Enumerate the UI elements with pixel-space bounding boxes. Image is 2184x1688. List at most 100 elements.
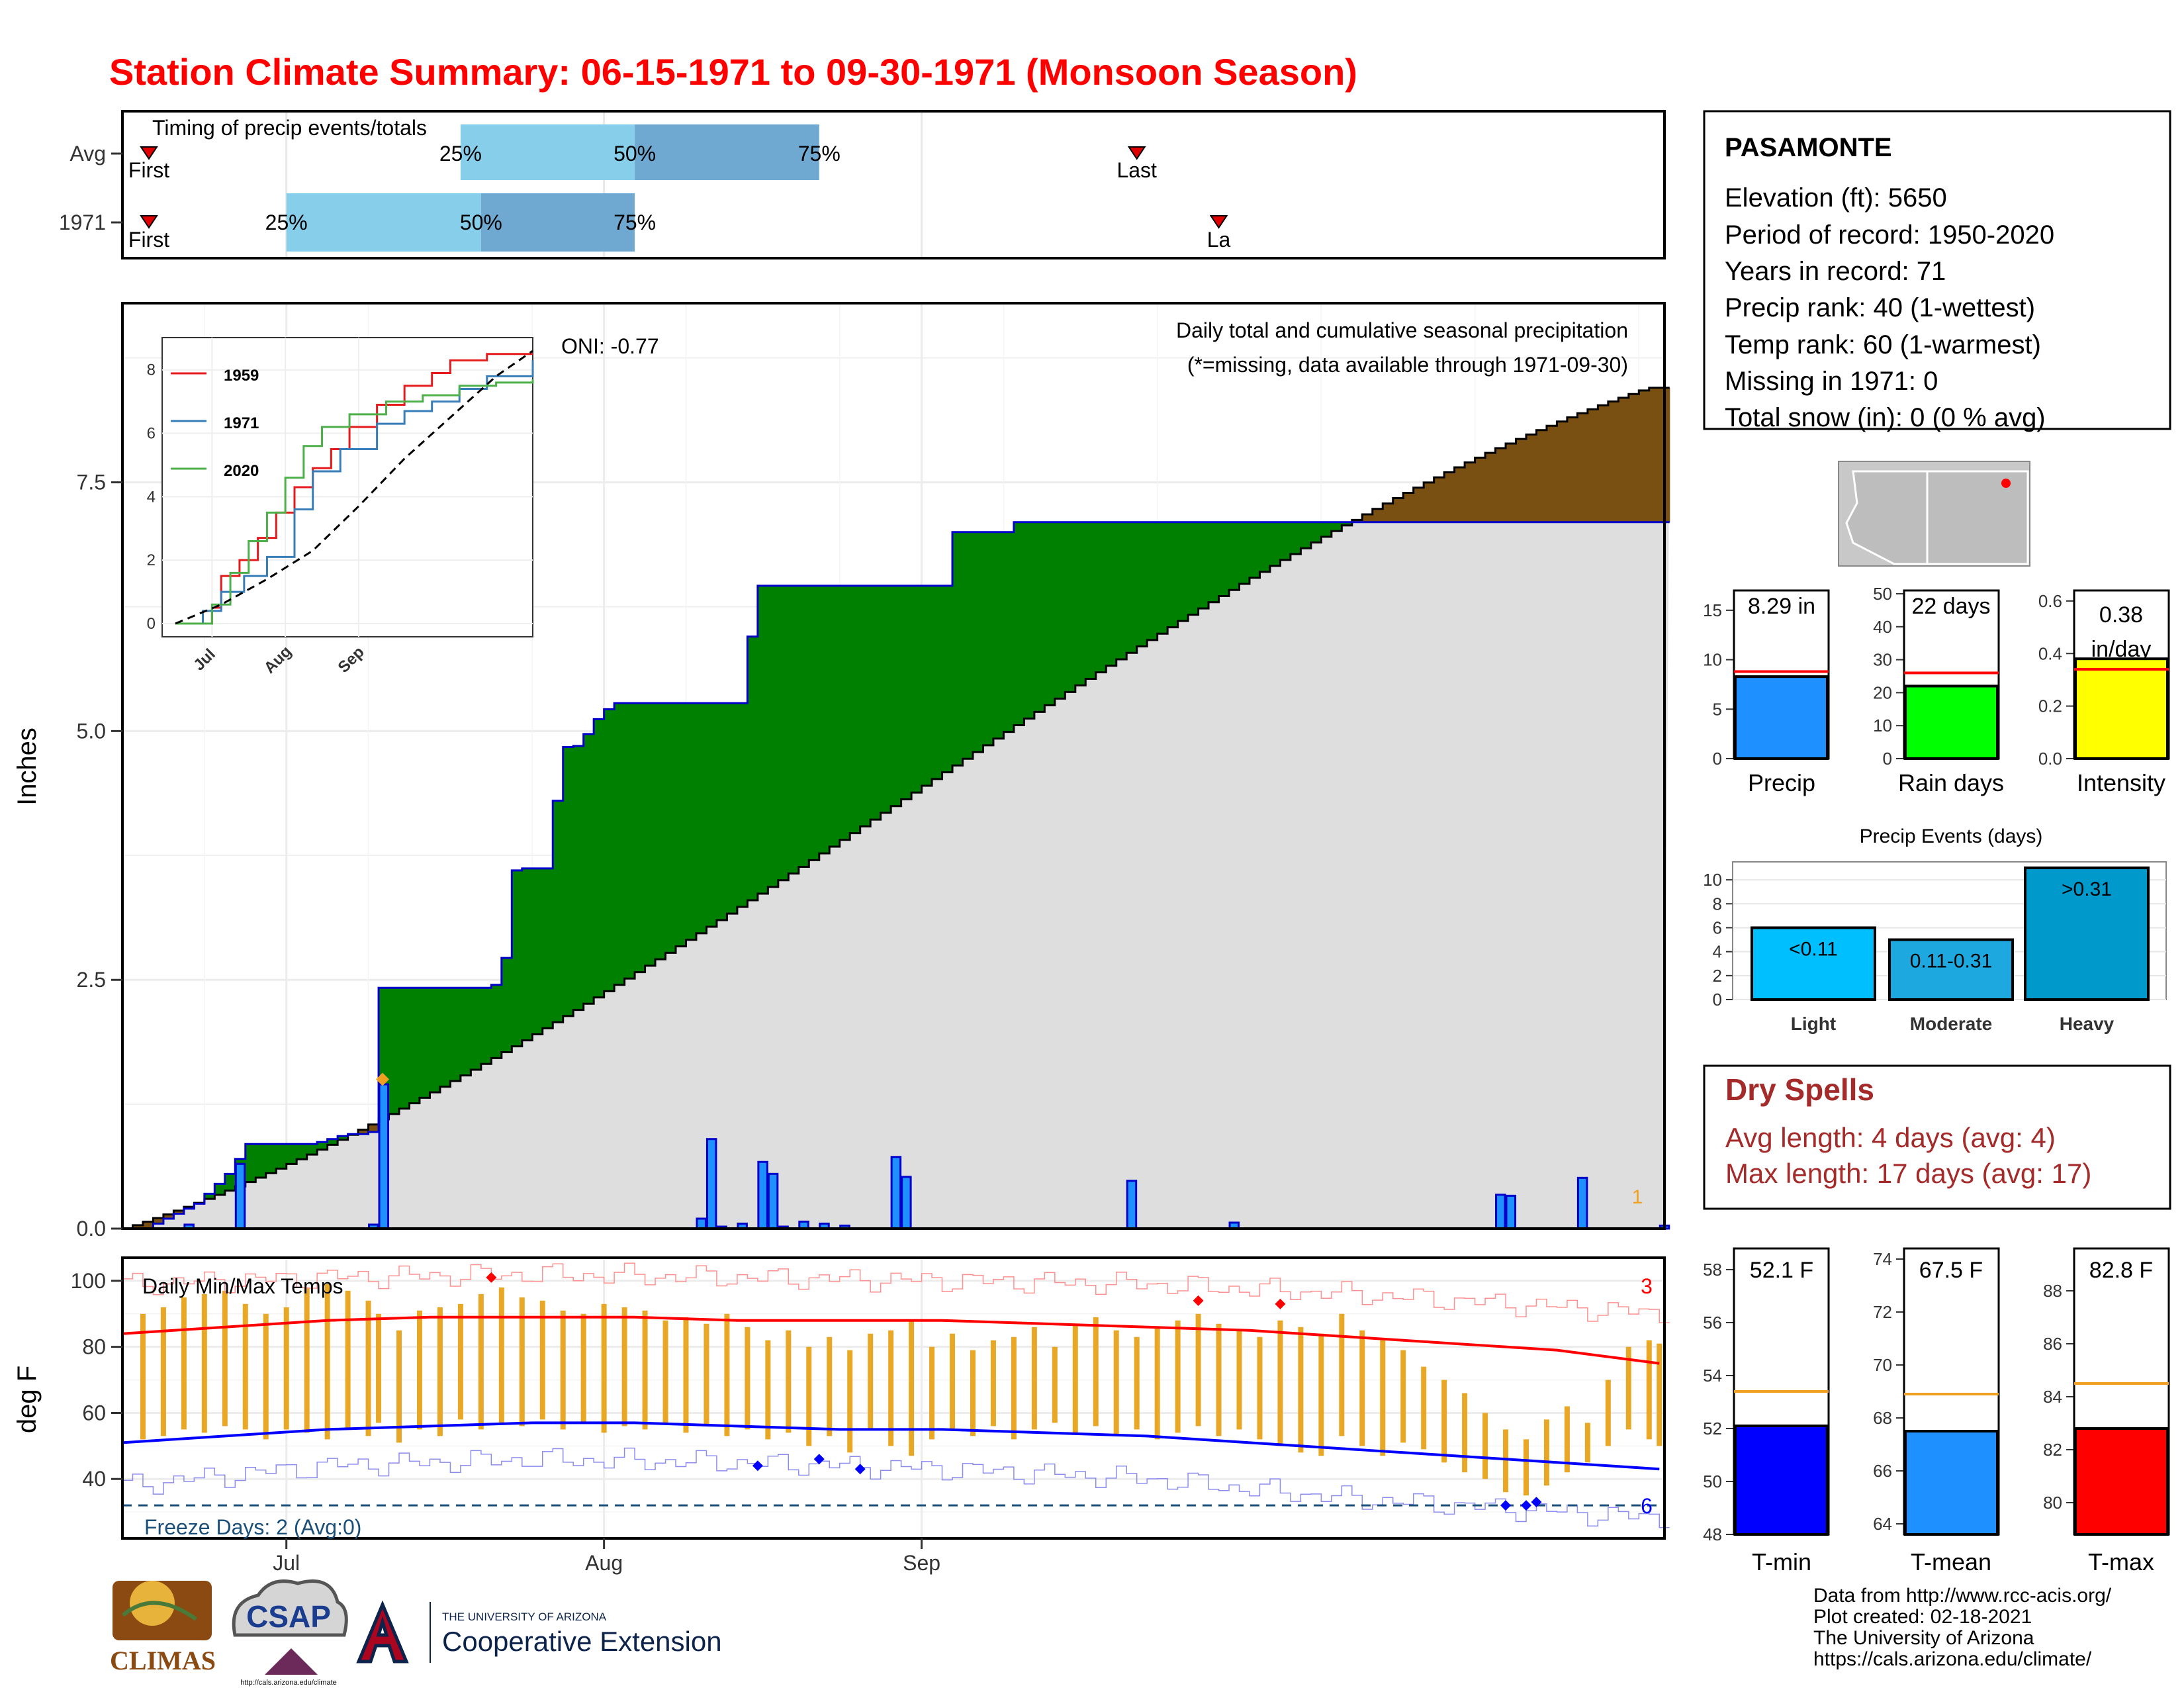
drier-than-normal-band bbox=[1608, 401, 1619, 522]
cumulative-y-axis-label: Inches bbox=[13, 727, 42, 806]
wetter-than-normal-band bbox=[1126, 522, 1138, 653]
wetter-than-normal-band bbox=[686, 703, 697, 940]
station-info-box: PASAMONTE Elevation (ft): 5650 Period of… bbox=[1703, 110, 2171, 432]
record-high-line bbox=[122, 1262, 1670, 1324]
daily-temp-range-bar bbox=[1584, 1423, 1590, 1463]
mini-y-tick-label: 74 bbox=[1873, 1249, 1892, 1269]
daily-precip-bar bbox=[378, 1083, 390, 1230]
temperature-y-axis: 40 60 80 100 bbox=[71, 1269, 122, 1491]
mini-value-bar-intensity bbox=[2074, 657, 2169, 760]
wetter-than-normal-band bbox=[1280, 522, 1291, 560]
cumulative-subtitle: (*=missing, data available through 1971-… bbox=[1187, 353, 1628, 377]
wetter-than-normal-band bbox=[1136, 522, 1148, 647]
csap-logo: CSAP http://cals.arizona.edu/climate bbox=[232, 1579, 348, 1687]
station-snow: Total snow (in): 0 (0 % avg) bbox=[1725, 403, 2046, 432]
mini-value-bar-tmax bbox=[2074, 1427, 2169, 1536]
mini-y-tick-label: 0.4 bbox=[2038, 643, 2062, 663]
timing-row-label-avg: Avg bbox=[69, 142, 106, 165]
daily-temp-range-bar bbox=[909, 1320, 915, 1456]
csap-logo-text: CSAP bbox=[246, 1599, 331, 1634]
dry-spells-avg-length: Avg length: 4 days (avg: 4) bbox=[1725, 1122, 2056, 1153]
daily-temp-range-bar bbox=[786, 1330, 792, 1433]
mini-y-tick-label: 68 bbox=[1873, 1408, 1892, 1428]
wetter-than-normal-band bbox=[1085, 522, 1097, 679]
daily-temp-range-bar bbox=[1113, 1330, 1119, 1436]
temperature-panel: 40 60 80 100 deg F Daily Min/Max Temps Free… bbox=[13, 1256, 1670, 1575]
wetter-than-normal-band bbox=[891, 585, 902, 806]
daily-temp-range-bar bbox=[1523, 1439, 1529, 1496]
cumulative-y-tick-label: 2.5 bbox=[77, 968, 106, 992]
daily-temp-range-bar bbox=[437, 1307, 443, 1436]
mini-value-bar-precip bbox=[1734, 675, 1829, 760]
daily-temp-range-bar bbox=[1400, 1350, 1406, 1443]
drier-than-normal-band bbox=[1475, 457, 1486, 522]
wetter-than-normal-band bbox=[204, 1194, 215, 1199]
wetter-than-normal-band bbox=[1321, 522, 1332, 537]
wetter-than-normal-band bbox=[388, 988, 400, 1114]
wetter-than-normal-band bbox=[870, 585, 882, 820]
wetter-than-normal-band bbox=[747, 636, 758, 901]
precip-events-y-tick-label: 0 bbox=[1713, 990, 1722, 1009]
precip-events-y-tick-label: 6 bbox=[1713, 917, 1722, 937]
arizona-a-mark bbox=[356, 1600, 409, 1664]
timing-year-last-marker bbox=[1209, 215, 1228, 229]
wetter-than-normal-band bbox=[819, 585, 830, 854]
daily-temp-range-bar bbox=[1011, 1336, 1017, 1440]
wetter-than-normal-band bbox=[952, 532, 964, 766]
record-low-line bbox=[122, 1447, 1670, 1528]
wetter-than-normal-band bbox=[604, 709, 615, 992]
cumulative-y-axis: 0.0 2.5 5.0 7.5 bbox=[77, 471, 122, 1241]
wetter-than-normal-band bbox=[850, 585, 861, 833]
wetter-than-normal-band bbox=[276, 1144, 287, 1169]
mini-y-tick-label: 20 bbox=[1873, 682, 1892, 702]
timing-avg-last-label: Last bbox=[1116, 158, 1157, 182]
daily-temp-range-bar bbox=[519, 1297, 525, 1427]
wetter-than-normal-band bbox=[972, 532, 984, 753]
drier-than-normal-band bbox=[1506, 444, 1517, 522]
cumulative-y-tick-label: 7.5 bbox=[77, 471, 106, 494]
wetter-than-normal-band bbox=[1095, 522, 1107, 673]
timing-year-first-label: First bbox=[128, 228, 169, 252]
mini-y-tick-label: 82 bbox=[2043, 1440, 2062, 1460]
drier-than-normal-band bbox=[1495, 448, 1506, 522]
footer-line-3: The University of Arizona bbox=[1813, 1627, 2034, 1649]
wetter-than-normal-band bbox=[1188, 522, 1199, 615]
daily-temp-range-bar bbox=[304, 1287, 310, 1433]
daily-temp-range-bar bbox=[1625, 1346, 1631, 1430]
wetter-than-normal-band bbox=[676, 703, 687, 947]
wetter-than-normal-band bbox=[624, 703, 635, 979]
drier-than-normal-band bbox=[132, 1225, 144, 1229]
corner-count-label: 1 bbox=[1632, 1186, 1643, 1208]
drier-than-normal-band bbox=[1433, 477, 1445, 522]
average-min-temp-line bbox=[122, 1421, 1660, 1471]
wetter-than-normal-band bbox=[327, 1139, 338, 1145]
drier-than-normal-band bbox=[1525, 434, 1537, 522]
observed-cumulative-line bbox=[122, 521, 1670, 1230]
drier-than-normal-band bbox=[1557, 421, 1568, 522]
daily-temp-range-bar bbox=[580, 1313, 586, 1423]
inset-legend-label-2020: 2020 bbox=[224, 462, 259, 480]
daily-temp-range-bar bbox=[1359, 1330, 1365, 1446]
drier-than-normal-band bbox=[1392, 498, 1404, 522]
daily-temp-range-bar bbox=[1380, 1340, 1386, 1456]
temps-value-tmin: 52.1 F bbox=[1750, 1258, 1813, 1283]
record-high-marker bbox=[486, 1272, 497, 1283]
daily-temp-range-bar bbox=[1175, 1320, 1181, 1433]
daily-temp-range-bar bbox=[1339, 1313, 1345, 1436]
daily-temp-range-bar bbox=[140, 1313, 146, 1440]
cumulative-plot-area bbox=[122, 387, 1670, 1230]
seasonal-totals-panels: Precip Rain days Intensity 8.29 in 22 da… bbox=[1703, 584, 2170, 796]
inset-legend-label-1959: 1959 bbox=[224, 367, 259, 385]
arizona-extension-text: Cooperative Extension bbox=[442, 1626, 722, 1657]
record-high-marker bbox=[1275, 1298, 1286, 1309]
mini-y-tick-label: 84 bbox=[2043, 1387, 2062, 1407]
wetter-than-normal-band bbox=[512, 870, 523, 1047]
daily-precip-bar bbox=[234, 1162, 246, 1230]
wetter-than-normal-band bbox=[860, 585, 871, 827]
date-x-axis: Jul Aug Sep bbox=[273, 1538, 940, 1575]
daily-temp-range-bar bbox=[1298, 1327, 1304, 1453]
csap-cloud bbox=[232, 1579, 348, 1637]
mini-y-tick-label: 72 bbox=[1873, 1302, 1892, 1322]
cumulative-precip-panel: 0.0 2.5 5.0 7.5 Inches Daily total and cumu… bbox=[13, 302, 1670, 1241]
